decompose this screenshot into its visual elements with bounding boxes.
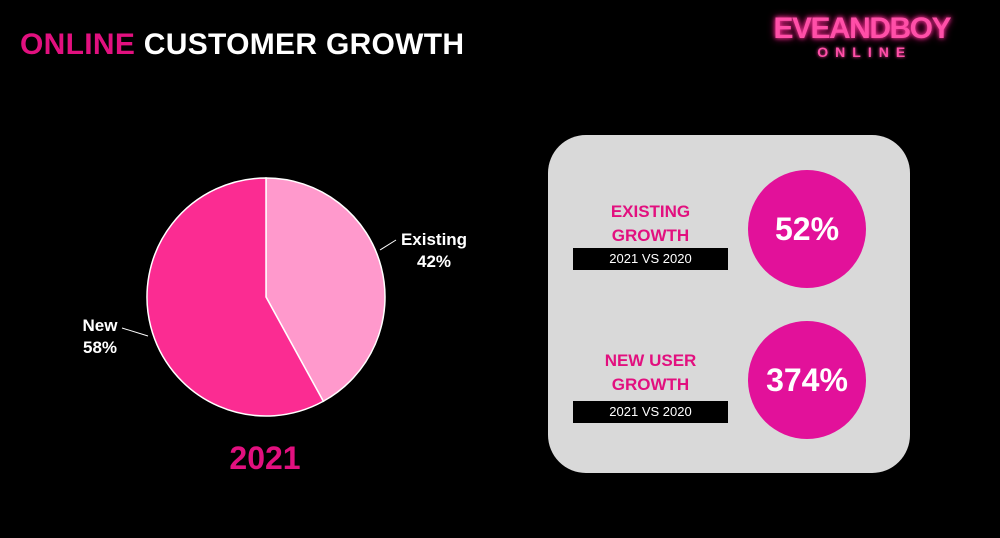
page-title: ONLINE CUSTOMER GROWTH xyxy=(20,28,464,62)
existing-growth-heading-line2: GROWTH xyxy=(611,226,690,245)
brand-logo: EVEANDBOY ONLINE xyxy=(773,12,951,61)
existing-growth-period: 2021 VS 2020 xyxy=(573,248,728,270)
brand-logo-sub: ONLINE xyxy=(817,44,913,60)
page-title-accent: ONLINE xyxy=(20,28,136,61)
pie-label-existing-value: 42% xyxy=(416,252,452,271)
existing-growth-heading: EXISTING GROWTH xyxy=(573,200,728,248)
pie-label-new-name: New xyxy=(82,316,118,335)
growth-panel: EXISTING GROWTH 2021 VS 2020 52% NEW USE… xyxy=(548,135,910,473)
existing-growth-value: 52% xyxy=(748,170,866,288)
new-user-growth-value: 374% xyxy=(748,321,866,439)
new-user-growth-period: 2021 VS 2020 xyxy=(573,401,728,423)
page-title-rest: CUSTOMER GROWTH xyxy=(143,28,465,61)
pie-chart xyxy=(121,177,397,417)
pie-slice-existing xyxy=(265,177,386,403)
new-user-growth-heading-line1: NEW USER xyxy=(604,351,697,370)
new-user-growth-heading-line2: GROWTH xyxy=(611,375,690,394)
pie-leader-new xyxy=(121,327,149,337)
pie-label-existing-name: Existing xyxy=(400,230,468,249)
pie-slice-new xyxy=(146,177,325,417)
brand-logo-main: EVEANDBOY xyxy=(773,12,951,45)
existing-growth-heading-line1: EXISTING xyxy=(610,202,691,221)
pie-label-new: New 58% xyxy=(70,315,130,359)
pie-label-existing: Existing 42% xyxy=(394,229,474,273)
new-user-growth-heading: NEW USER GROWTH xyxy=(573,349,728,397)
pie-label-new-value: 58% xyxy=(82,338,118,357)
pie-chart-title: 2021 xyxy=(229,440,301,476)
pie-leader-existing xyxy=(379,239,397,251)
